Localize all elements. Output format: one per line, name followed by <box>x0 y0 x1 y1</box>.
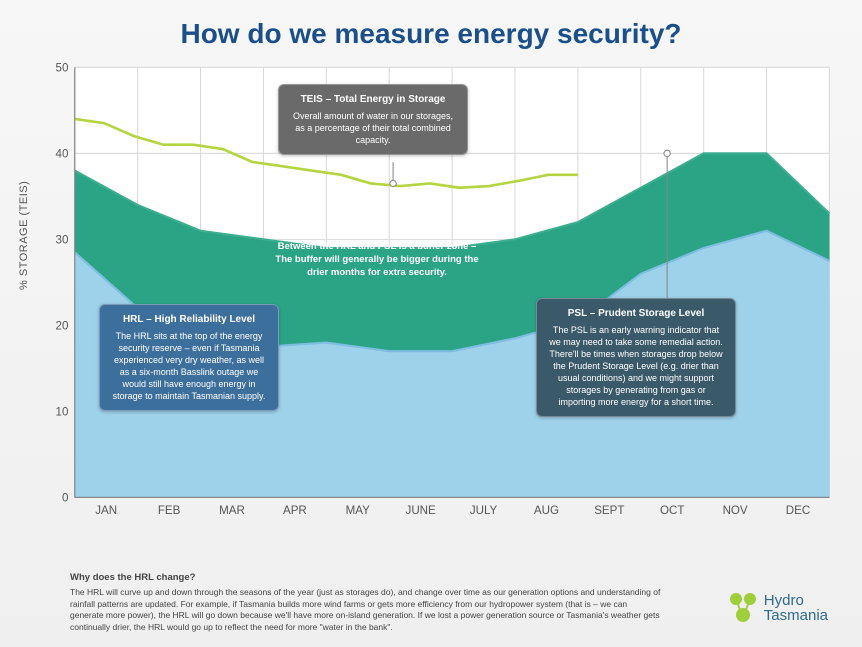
callout-teis-title: TEIS – Total Energy in Storage <box>289 93 457 107</box>
logo-icon <box>728 591 758 625</box>
svg-text:JULY: JULY <box>470 505 498 517</box>
svg-text:30: 30 <box>56 235 69 247</box>
brand-logo: Hydro Tasmania <box>728 591 828 625</box>
logo-sub: Tasmania <box>764 607 828 624</box>
callout-psl: PSL – Prudent Storage Level The PSL is a… <box>536 298 736 417</box>
infographic-container: How do we measure energy security? % STO… <box>0 0 862 647</box>
footer-body: The HRL will curve up and down through t… <box>70 587 660 631</box>
callout-psl-title: PSL – Prudent Storage Level <box>547 307 725 321</box>
y-axis-label: % STORAGE (TEIS) <box>18 181 30 290</box>
svg-text:FEB: FEB <box>158 505 181 517</box>
svg-text:MAR: MAR <box>219 505 245 517</box>
svg-text:NOV: NOV <box>723 505 748 517</box>
page-title: How do we measure energy security? <box>0 18 862 50</box>
logo-text: Hydro Tasmania <box>764 593 828 623</box>
svg-text:AUG: AUG <box>534 505 559 517</box>
callout-hrl-body: The HRL sits at the top of the energy se… <box>113 331 266 402</box>
svg-text:50: 50 <box>56 63 69 75</box>
buffer-zone-text: Between the HRL and PSL is a buffer zone… <box>272 241 482 279</box>
callout-teis-body: Overall amount of water in our storages,… <box>293 111 453 145</box>
svg-text:JAN: JAN <box>95 505 117 517</box>
callout-teis: TEIS – Total Energy in Storage Overall a… <box>278 84 468 155</box>
svg-text:APR: APR <box>283 505 307 517</box>
callout-hrl-title: HRL – High Reliability Level <box>110 313 268 327</box>
svg-text:DEC: DEC <box>786 505 810 517</box>
svg-text:OCT: OCT <box>660 505 684 517</box>
callout-psl-body: The PSL is an early warning indicator th… <box>549 325 723 408</box>
svg-text:20: 20 <box>56 321 69 333</box>
callout-hrl: HRL – High Reliability Level The HRL sit… <box>99 304 279 411</box>
footer-heading: Why does the HRL change? <box>70 572 662 585</box>
footer-note: Why does the HRL change? The HRL will cu… <box>70 572 662 633</box>
svg-text:40: 40 <box>56 149 69 161</box>
svg-text:MAY: MAY <box>346 505 371 517</box>
svg-text:0: 0 <box>62 493 68 505</box>
svg-text:10: 10 <box>56 407 69 419</box>
svg-text:JUNE: JUNE <box>406 505 437 517</box>
svg-text:SEPT: SEPT <box>594 505 624 517</box>
